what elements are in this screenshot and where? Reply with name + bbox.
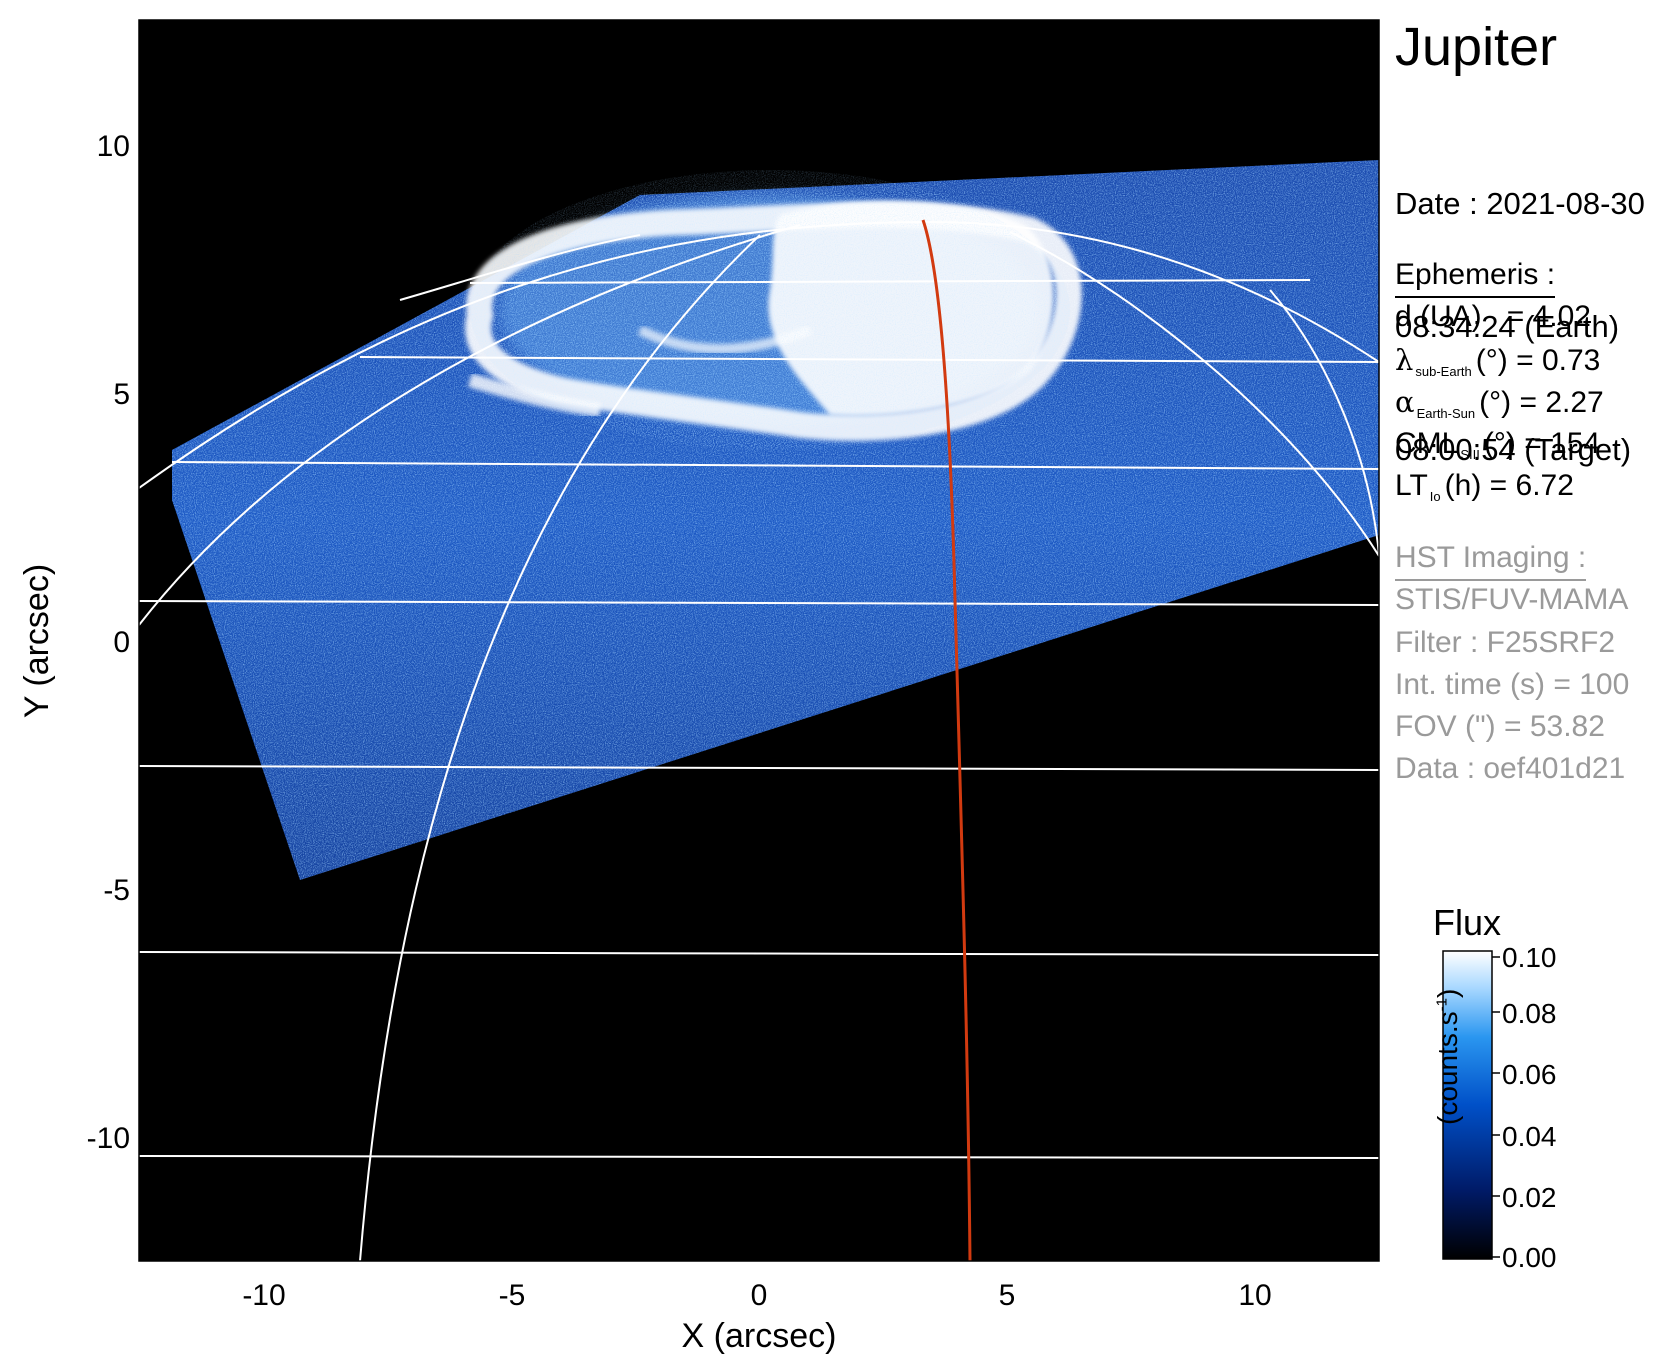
- ephemeris-row-cml: CML SIII (°) = 154: [1395, 424, 1604, 466]
- distance-label: d (UA): [1395, 300, 1482, 334]
- aurora-emission: [465, 170, 1082, 450]
- ephemeris-row-alpha: α Earth-Sun (°) = 2.27: [1395, 382, 1604, 424]
- hst-integration-time: Int. time (s) = 100: [1395, 667, 1630, 701]
- x-tick-label: 0: [751, 1279, 768, 1312]
- hst-instrument: STIS/FUV-MAMA: [1395, 583, 1629, 617]
- colorbar-tick-label: 0.06: [1502, 1059, 1557, 1090]
- x-axis-label: X (arcsec): [682, 1317, 837, 1355]
- colorbar-tick-label: 0.04: [1502, 1121, 1557, 1152]
- alpha-subscript: Earth-Sun: [1416, 405, 1476, 421]
- y-tick-label: 10: [97, 130, 130, 163]
- date-line: Date : 2021-08-30: [1395, 186, 1645, 221]
- distance-value: = 4.02: [1506, 300, 1591, 334]
- colorbar-tick-label: 0.00: [1502, 1242, 1557, 1273]
- lt-symbol: LT: [1395, 469, 1428, 503]
- hst-filter: Filter : F25SRF2: [1395, 625, 1616, 659]
- latlon-grid: [139, 220, 1379, 1261]
- y-axis-label: Y (arcsec): [18, 564, 56, 718]
- y-tick-label: -10: [87, 1122, 130, 1155]
- target-title: Jupiter: [1395, 17, 1558, 77]
- colorbar: 0.10 0.08 0.06 0.04 0.02 0.00: [1442, 942, 1557, 1273]
- colorbar-unit-exponent: -1: [1433, 998, 1451, 1012]
- lambda-subscript: sub-Earth: [1415, 363, 1472, 379]
- x-tick-label: 5: [999, 1279, 1016, 1312]
- y-tick-label: 5: [113, 378, 130, 411]
- y-tick-label: 0: [113, 626, 130, 659]
- plot-area: [139, 20, 1379, 1261]
- limb-line: [139, 220, 1379, 489]
- colorbar-title: Flux: [1433, 902, 1502, 943]
- date-block: Date : 2021-08-30 08:34:24 (Earth) 08:00…: [1395, 101, 1645, 511]
- hst-header: HST Imaging :: [1395, 538, 1587, 581]
- colorbar-unit-close: ): [1432, 988, 1463, 999]
- lambda-value: = 0.73: [1516, 343, 1601, 377]
- hst-fov: FOV (") = 53.82: [1395, 710, 1605, 744]
- ephemeris-block: Ephemeris : d (UA) = 4.02 λ sub-Earth (°) …: [1395, 255, 1604, 509]
- lambda-unit: (°): [1475, 343, 1508, 377]
- ephemeris-row-distance: d (UA) = 4.02: [1395, 297, 1604, 339]
- cml-value: = 154: [1524, 427, 1601, 461]
- axis-ticks: [139, 144, 1256, 1261]
- colorbar-tick-label: 0.08: [1502, 998, 1557, 1029]
- colorbar-tick-label: 0.10: [1502, 942, 1557, 973]
- lt-value: = 6.72: [1489, 469, 1574, 503]
- lt-subscript: Io: [1429, 489, 1441, 505]
- colorbar-unit-label: (counts.s-1): [1432, 989, 1464, 1125]
- colorbar-unit: (counts.s: [1432, 1011, 1463, 1125]
- lambda-symbol: λ: [1395, 342, 1414, 377]
- target-time-line: 08:00:54 (Target): [1395, 432, 1632, 467]
- ephemeris-row-lt: LT Io (h) = 6.72: [1395, 466, 1604, 508]
- reference-meridian-line: [921, 219, 972, 1261]
- colorbar-tick-label: 0.02: [1502, 1182, 1557, 1213]
- x-tick-labels: -10 -5 0 5 10: [242, 1279, 1271, 1312]
- y-tick-labels: 10 5 0 -5 -10: [87, 130, 130, 1155]
- alpha-value: = 2.27: [1519, 385, 1604, 419]
- cml-unit: (°): [1483, 427, 1516, 461]
- ephemeris-header: Ephemeris :: [1395, 255, 1556, 298]
- alpha-unit: (°): [1479, 385, 1512, 419]
- x-tick-label: -10: [242, 1279, 285, 1312]
- lt-unit: (h): [1444, 469, 1482, 503]
- x-tick-label: 10: [1238, 1279, 1271, 1312]
- alpha-symbol: α: [1395, 384, 1415, 419]
- x-tick-label: -5: [499, 1279, 526, 1312]
- cml-subscript: SIII: [1460, 447, 1480, 463]
- ephemeris-row-lambda: λ sub-Earth (°) = 0.73: [1395, 340, 1604, 382]
- hst-data-id: Data : oef401d21: [1395, 752, 1626, 786]
- hst-imaging-block: HST Imaging : STIS/FUV-MAMA Filter : F25…: [1395, 538, 1629, 792]
- earth-time-line: 08:34:24 (Earth): [1395, 309, 1620, 344]
- y-tick-label: -5: [103, 874, 130, 907]
- cml-symbol: CML: [1395, 427, 1459, 461]
- colorbar-gradient: [1442, 950, 1493, 1260]
